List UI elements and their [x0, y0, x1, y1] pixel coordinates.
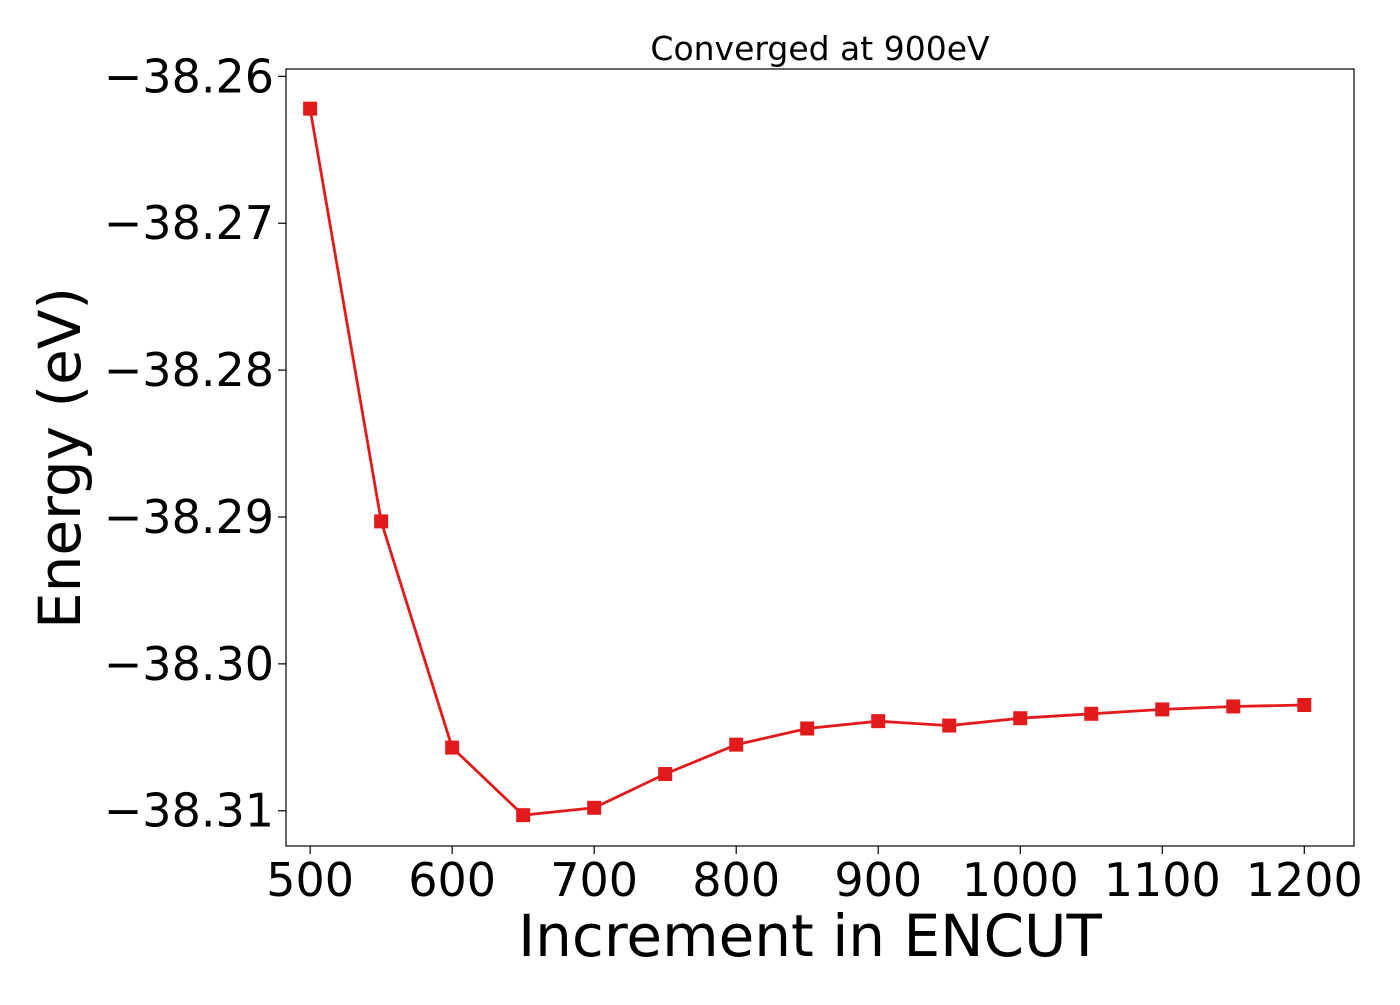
data-point-marker	[374, 514, 389, 529]
x-tick-label: 1000	[962, 853, 1079, 907]
x-axis-label: Increment in ENCUT	[518, 902, 1102, 970]
y-tick-label: −38.29	[104, 490, 274, 544]
data-point-marker	[445, 740, 460, 755]
series-line	[308, 108, 1305, 817]
y-tick-label: −38.30	[104, 637, 274, 691]
data-point-marker	[1013, 711, 1028, 726]
plot-area-frame	[285, 68, 1355, 847]
data-point-marker	[1297, 697, 1312, 712]
data-point-marker	[942, 718, 957, 733]
x-tick-label: 800	[692, 853, 780, 907]
x-tick-label: 500	[266, 853, 354, 907]
x-tick-label: 1200	[1246, 853, 1363, 907]
data-point-marker	[871, 714, 886, 729]
y-tick-label: −38.27	[104, 196, 274, 250]
x-tick-label: 600	[408, 853, 496, 907]
data-point-marker	[587, 800, 602, 815]
y-axis-label: Energy (eV)	[26, 287, 94, 629]
data-point-marker	[729, 737, 744, 752]
axis-ticks: 500 600 700 800 900 1000 1100 1200 −38.26 −38.27 −…	[104, 49, 1363, 907]
y-tick-label: −38.26	[104, 49, 274, 103]
x-tick-label: 700	[550, 853, 638, 907]
chart-title: Converged at 900eV	[650, 29, 990, 68]
data-point-marker	[1155, 702, 1170, 717]
data-point-marker	[1226, 699, 1241, 714]
y-tick-label: −38.31	[104, 784, 274, 838]
data-point-marker	[303, 101, 318, 116]
x-tick-label: 900	[834, 853, 922, 907]
data-point-marker	[516, 808, 531, 823]
x-tick-label: 1100	[1104, 853, 1221, 907]
data-series	[303, 101, 1312, 823]
data-point-marker	[800, 721, 815, 736]
data-point-marker	[658, 767, 673, 782]
y-tick-label: −38.28	[104, 343, 274, 397]
data-point-marker	[1084, 706, 1099, 721]
